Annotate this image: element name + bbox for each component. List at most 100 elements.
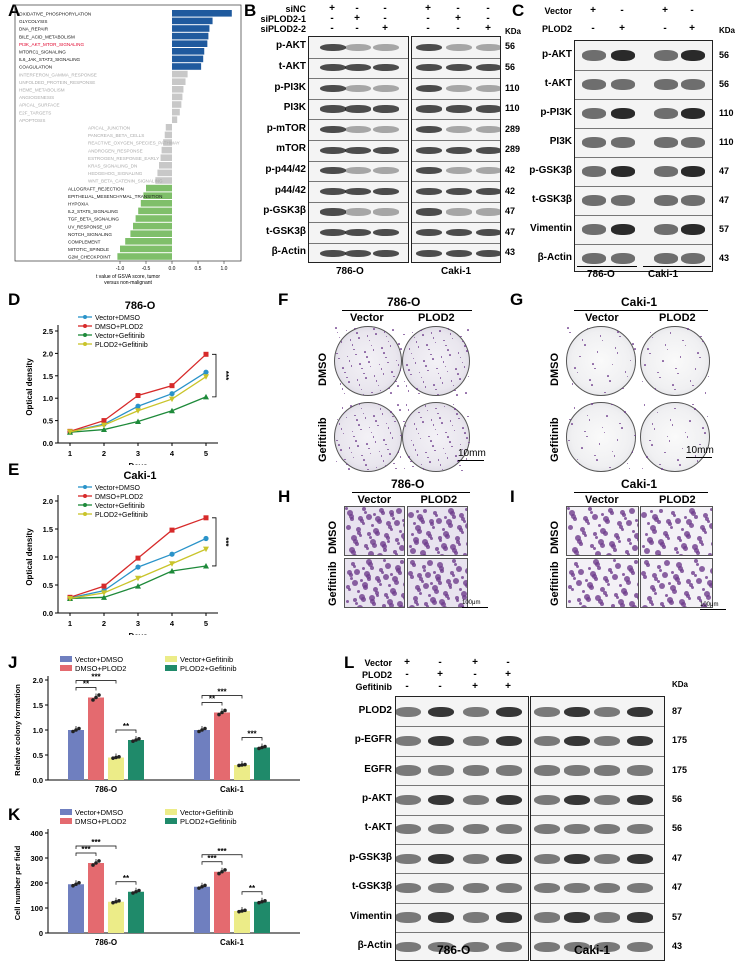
blot-strip-divider bbox=[575, 215, 712, 216]
data-point bbox=[169, 561, 175, 567]
colony-spot bbox=[596, 459, 598, 461]
protein-band bbox=[564, 735, 590, 747]
cell-spot bbox=[629, 601, 636, 607]
cell-spot bbox=[398, 571, 403, 576]
colony-spot bbox=[439, 377, 442, 379]
cell-spot bbox=[396, 541, 400, 545]
cell-spot bbox=[709, 508, 712, 512]
colony-spot bbox=[450, 380, 453, 382]
colony-spot bbox=[459, 356, 462, 359]
protein-band bbox=[564, 706, 590, 717]
protein-band bbox=[463, 912, 489, 923]
blot-strip-divider bbox=[396, 785, 528, 787]
cell-spot bbox=[612, 574, 619, 581]
cell-spot bbox=[657, 565, 662, 570]
colony-spot bbox=[362, 412, 365, 415]
colony-spot bbox=[397, 385, 399, 387]
colony-spot bbox=[336, 331, 339, 334]
kda-value: 110 bbox=[505, 103, 520, 114]
replicate-dot bbox=[91, 698, 95, 702]
cell-spot bbox=[643, 548, 650, 555]
colony-spot bbox=[687, 328, 689, 330]
protein-label: p-PI3K bbox=[274, 81, 306, 93]
cell-spot bbox=[382, 574, 389, 581]
blot-strip-divider bbox=[531, 814, 664, 816]
y-tick-label: 0.0 bbox=[43, 439, 53, 448]
x-axis-label: Days bbox=[128, 632, 148, 635]
sign-mark: - bbox=[426, 23, 430, 34]
legend-label: DMSO+PLOD2 bbox=[95, 494, 143, 501]
cell-spot bbox=[357, 590, 361, 594]
cell-spot bbox=[416, 603, 420, 607]
cell-line-bracket bbox=[577, 266, 637, 267]
cell-spot bbox=[408, 544, 412, 548]
row-label: DMSO bbox=[549, 521, 561, 554]
colony-spot bbox=[356, 419, 358, 421]
colony-spot bbox=[624, 411, 626, 413]
cell-spot bbox=[709, 583, 712, 588]
colony-spot bbox=[609, 466, 611, 469]
colony-spot bbox=[350, 451, 353, 454]
colony-spot bbox=[354, 414, 356, 417]
colony-spot bbox=[434, 449, 436, 452]
sign-mark: + bbox=[329, 3, 335, 14]
legend-marker bbox=[83, 512, 87, 516]
sign-mark: - bbox=[383, 13, 387, 24]
significance-mark: ** bbox=[123, 722, 130, 731]
protein-band bbox=[345, 126, 371, 134]
protein-band bbox=[416, 43, 442, 51]
replicate-dot bbox=[203, 883, 207, 888]
micrograph-image bbox=[640, 506, 713, 556]
sign-mark: - bbox=[473, 669, 477, 680]
colony-spot bbox=[339, 383, 342, 385]
protein-band bbox=[681, 137, 705, 148]
legend-label: Vector+Gefitinib bbox=[95, 333, 145, 340]
colony-spot bbox=[619, 335, 621, 338]
cell-spot bbox=[376, 594, 380, 598]
legend-marker bbox=[83, 315, 87, 319]
panel-label-l: L bbox=[344, 653, 355, 672]
cell-spot bbox=[366, 559, 373, 565]
protein-band bbox=[582, 253, 606, 264]
scale-bar-label: 100μm bbox=[462, 600, 481, 606]
cell-spot bbox=[453, 577, 460, 584]
cell-spot bbox=[595, 535, 599, 539]
cell-spot bbox=[618, 524, 623, 529]
colony-spot bbox=[651, 336, 654, 339]
colony-spot bbox=[674, 407, 676, 410]
gsva-bar bbox=[161, 146, 172, 154]
cell-spot bbox=[632, 530, 636, 534]
cell-spot bbox=[652, 513, 659, 520]
protein-band bbox=[396, 706, 421, 717]
protein-label: p-GSK3β bbox=[263, 205, 306, 217]
cell-spot bbox=[574, 535, 581, 542]
colony-spot bbox=[440, 356, 443, 358]
colony-spot bbox=[354, 327, 356, 330]
pathway-label: WNT_BETA_CATENIN_SIGNALING bbox=[88, 179, 163, 184]
cell-spot bbox=[377, 552, 384, 555]
cell-spot bbox=[597, 598, 603, 604]
pathway-label: REACTIVE_OXYGEN_SPECIES_PATHWAY bbox=[88, 141, 180, 146]
colony-spot bbox=[700, 335, 702, 338]
protein-band bbox=[582, 50, 606, 61]
sign-mark: - bbox=[405, 681, 409, 692]
data-point bbox=[135, 393, 141, 399]
kda-value: 47 bbox=[719, 165, 730, 176]
x-tick-label: 4 bbox=[170, 619, 175, 628]
cell-spot bbox=[420, 520, 425, 525]
colony-spot bbox=[443, 339, 445, 342]
cell-spot bbox=[460, 591, 467, 598]
cell-spot bbox=[568, 525, 574, 531]
kda-value: 42 bbox=[505, 185, 516, 196]
cell-spot bbox=[620, 602, 626, 607]
column-label: Vector bbox=[585, 494, 619, 506]
cell-spot bbox=[383, 592, 388, 597]
x-tick-label: 786-O bbox=[95, 938, 117, 947]
kda-value: 110 bbox=[719, 107, 734, 118]
cell-spot bbox=[596, 565, 601, 570]
chart-title: 786-O bbox=[125, 300, 156, 312]
protein-band bbox=[320, 229, 346, 237]
cell-spot bbox=[359, 593, 366, 600]
colony-spot bbox=[644, 364, 646, 366]
cell-spot bbox=[682, 605, 687, 607]
